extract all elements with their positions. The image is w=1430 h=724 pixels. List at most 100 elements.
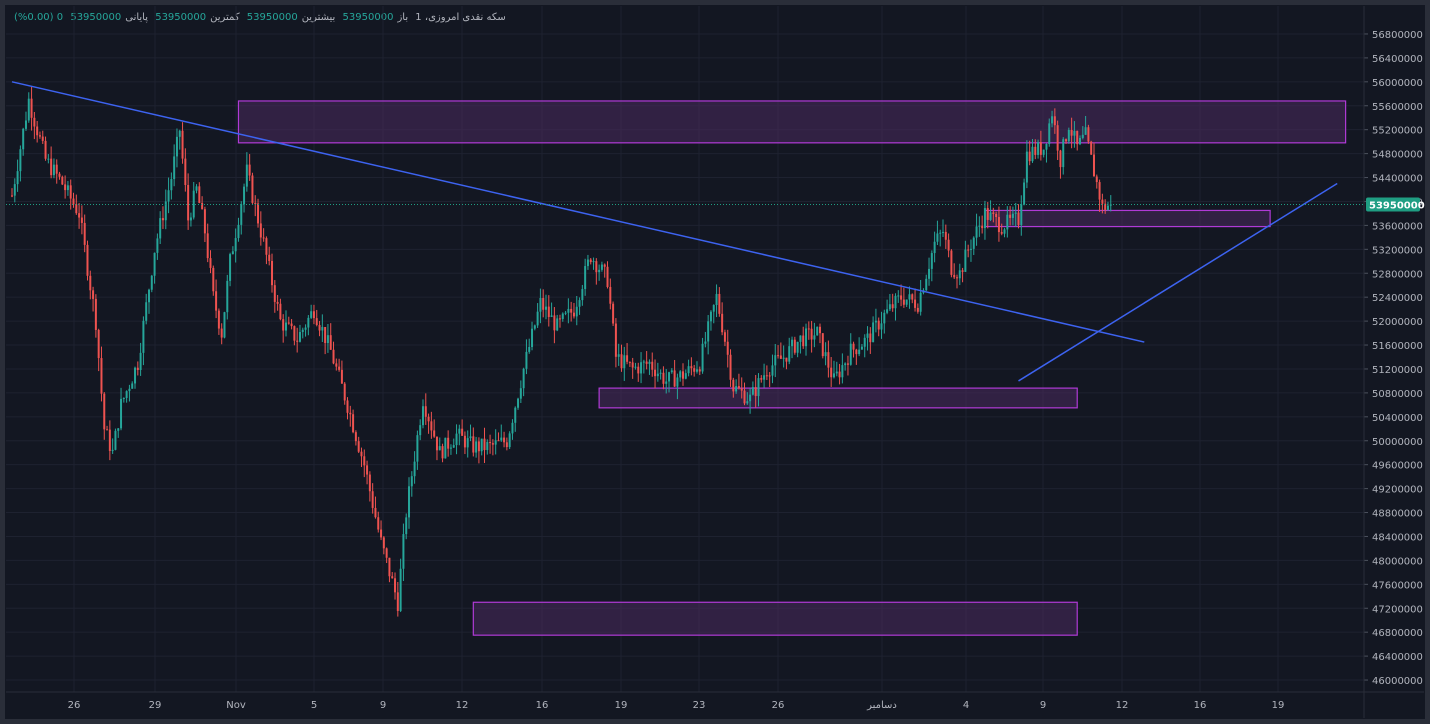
candle-body xyxy=(11,195,13,197)
x-tick-label: 16 xyxy=(536,700,549,711)
time-axis[interactable]: 26 29 Nov 5 9 12 16 19 23 26 دسامبر 4 9 12 16 19 xyxy=(6,691,1424,711)
candle-body xyxy=(447,437,450,449)
candle-body xyxy=(237,224,240,239)
candle-body xyxy=(229,254,232,281)
candle-body xyxy=(19,149,22,172)
candle-body xyxy=(382,537,385,549)
candle-body xyxy=(1056,125,1059,151)
candle-body xyxy=(312,311,315,319)
candle-body xyxy=(298,332,301,342)
candle-body xyxy=(226,280,229,313)
candle-body xyxy=(824,352,827,357)
candle-body xyxy=(405,517,408,535)
price-axis[interactable]: 46000000 46400000 46800000 47200000 47600000… xyxy=(1363,6,1423,718)
candle-body xyxy=(1028,151,1031,162)
candle-body xyxy=(785,357,788,362)
candle-body xyxy=(332,349,335,364)
candle-body xyxy=(858,349,861,355)
legend-change: 0 (0.00%) xyxy=(14,12,64,23)
candle-body xyxy=(167,190,170,202)
candle-body xyxy=(1090,141,1093,155)
candle-body xyxy=(522,368,525,389)
candle-body xyxy=(1067,129,1070,142)
y-tick-label: 46400000 xyxy=(1372,652,1423,663)
candle-body xyxy=(978,225,981,227)
candle-body xyxy=(198,186,201,203)
candle-body xyxy=(254,202,257,204)
x-tick-label: 23 xyxy=(693,700,706,711)
candle-body xyxy=(1081,134,1084,138)
candle-body xyxy=(357,441,360,452)
candle-body xyxy=(195,186,198,191)
candle-body xyxy=(24,120,27,129)
candle-body xyxy=(175,136,178,157)
candle-body xyxy=(1039,142,1042,155)
candle-body xyxy=(164,201,167,221)
candle-body xyxy=(877,320,880,330)
candle-body xyxy=(318,325,321,331)
candle-body xyxy=(427,416,430,422)
candle-body xyxy=(1031,146,1034,162)
candle-body xyxy=(234,238,237,252)
candle-body xyxy=(606,266,609,287)
candle-body xyxy=(626,355,629,362)
candle-body xyxy=(449,447,452,449)
candle-body xyxy=(282,319,285,331)
supply-demand-zones[interactable] xyxy=(237,100,1347,636)
candle-body xyxy=(743,390,746,404)
last-price-label: 53950000 xyxy=(1369,200,1425,211)
candle-body xyxy=(259,223,262,238)
candle-body xyxy=(36,126,39,136)
candle-body xyxy=(721,313,724,333)
legend-high-label: بیشترین xyxy=(301,12,336,23)
candle-body xyxy=(1087,127,1090,142)
candle-body xyxy=(136,367,139,370)
trendlines[interactable] xyxy=(11,81,1338,382)
candle-body xyxy=(642,361,645,363)
candle-body xyxy=(1011,213,1014,218)
y-tick-label: 51200000 xyxy=(1372,365,1423,376)
candle-body xyxy=(547,306,550,317)
candle-body xyxy=(556,318,559,331)
candle-body xyxy=(296,340,299,342)
candle-body xyxy=(187,185,190,221)
candle-body xyxy=(139,352,142,370)
candle-body xyxy=(561,313,564,319)
candle-body xyxy=(463,435,466,448)
y-tick-label: 48000000 xyxy=(1372,556,1423,567)
candle-body xyxy=(1092,154,1095,177)
y-tick-label: 50000000 xyxy=(1372,437,1423,448)
candle-body xyxy=(1042,149,1045,155)
candle-body xyxy=(83,222,86,245)
candle-body xyxy=(740,388,743,391)
candle-body xyxy=(178,130,181,137)
candle-body xyxy=(89,275,92,291)
candle-body xyxy=(517,398,520,408)
candle-body xyxy=(751,387,754,395)
candle-body xyxy=(505,442,508,448)
candle-body xyxy=(80,217,83,223)
candle-body xyxy=(408,486,411,518)
candle-body xyxy=(1070,129,1073,136)
candle-body xyxy=(106,429,109,431)
x-tick-label: 26 xyxy=(772,700,785,711)
candle-body xyxy=(251,175,254,203)
candle-body xyxy=(441,446,444,459)
candle-body xyxy=(1045,143,1048,150)
candle-body xyxy=(380,529,383,538)
candle-body xyxy=(654,369,657,377)
candle-body xyxy=(1062,139,1065,168)
candle-body xyxy=(841,365,844,378)
candle-body xyxy=(271,260,274,286)
candle-body xyxy=(170,179,173,191)
candle-body xyxy=(712,305,715,312)
candle-body xyxy=(701,343,704,372)
candle-body xyxy=(290,323,293,327)
candle-body xyxy=(352,414,355,433)
legend-open-label: باز xyxy=(397,12,409,23)
candle-body xyxy=(545,306,548,310)
candle-body xyxy=(458,428,461,434)
candle-body xyxy=(161,218,164,221)
candle-body xyxy=(153,252,156,276)
